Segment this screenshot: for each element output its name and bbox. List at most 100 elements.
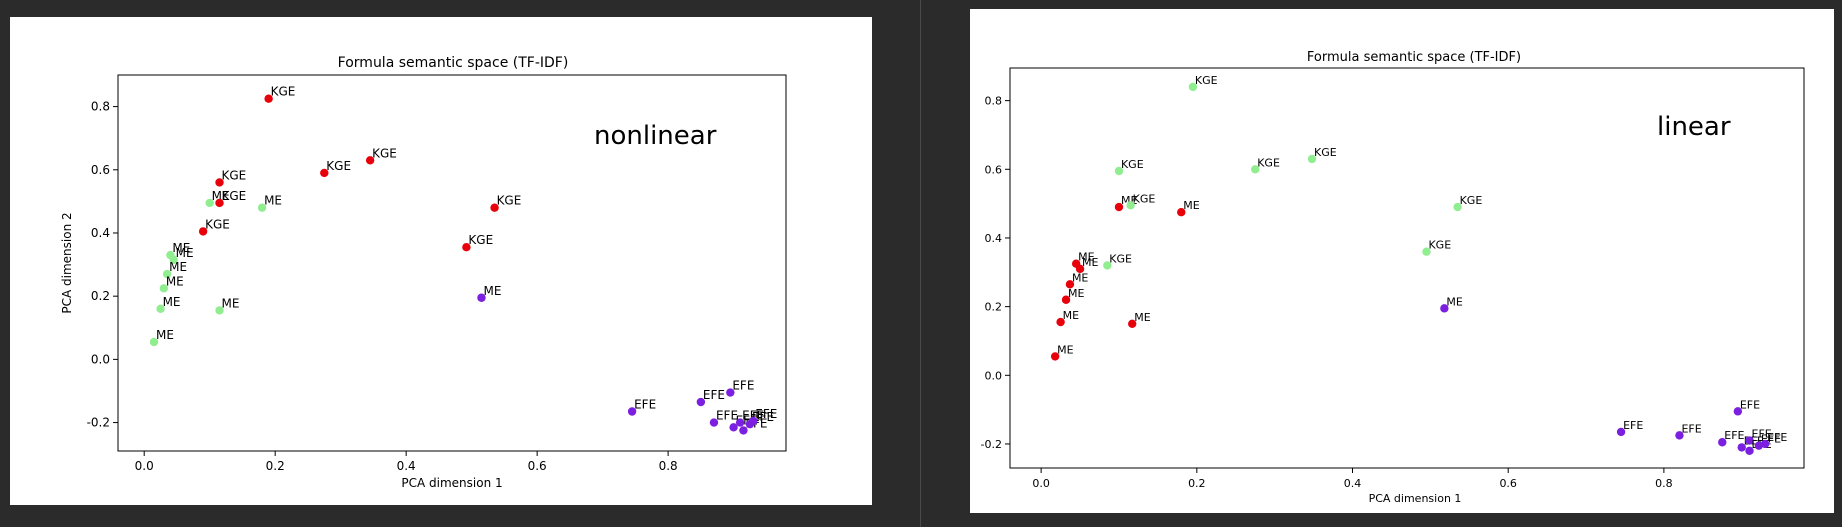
point-label: ME — [483, 284, 501, 298]
y-tick-label: 0.2 — [91, 289, 110, 303]
x-axis-label: PCA dimension 1 — [1369, 492, 1462, 505]
data-point — [1307, 154, 1317, 164]
data-point — [1126, 201, 1135, 210]
data-point — [1061, 295, 1071, 304]
left-chart-panel: Formula semantic space (TF-IDF) PCA dime… — [10, 17, 872, 505]
point-label: KGE — [1121, 158, 1144, 171]
point-label: EFE — [1681, 422, 1701, 435]
y-tick-label: 0.4 — [985, 232, 1003, 245]
point-label: KGE — [1428, 239, 1451, 252]
point-label: ME — [264, 194, 282, 208]
data-point — [1616, 427, 1626, 437]
y-tick-label: 0.8 — [985, 95, 1003, 108]
data-point — [205, 198, 214, 208]
point-label: EFE — [742, 409, 764, 423]
y-tick-label: 0.6 — [985, 163, 1003, 176]
scatter-chart-linear: Formula semantic space (TF-IDF) PCA dime… — [981, 50, 1805, 505]
point-label: EFE — [755, 407, 777, 421]
data-point — [1453, 202, 1462, 212]
data-point — [1103, 261, 1112, 270]
data-point — [696, 397, 706, 407]
point-label: EFE — [1740, 398, 1760, 411]
data-point — [169, 255, 178, 265]
y-axis-label: PCA dimension 2 — [60, 212, 74, 313]
chart-annotation: linear — [1657, 112, 1731, 142]
point-label: EFE — [752, 410, 774, 424]
data-point — [1440, 304, 1449, 313]
data-point — [1177, 208, 1186, 217]
y-tick-label: -0.2 — [981, 438, 1002, 451]
y-tick-label: 0.0 — [91, 352, 110, 366]
data-point — [365, 156, 375, 165]
data-point — [627, 407, 637, 416]
point-label: KGE — [1460, 194, 1483, 207]
data-point — [1718, 438, 1727, 447]
scatter-chart-nonlinear: Formula semantic space (TF-IDF) PCA dime… — [60, 55, 787, 490]
point-label: ME — [1078, 251, 1094, 264]
point-label: KGE — [205, 217, 230, 231]
y-tick-label: 0.0 — [985, 369, 1003, 382]
data-point — [1056, 317, 1065, 327]
x-tick-label: 0.2 — [266, 459, 285, 473]
panel-divider — [920, 0, 921, 527]
data-point — [1065, 280, 1075, 289]
x-tick-label: 0.0 — [135, 459, 154, 473]
data-point — [1733, 407, 1743, 416]
data-point — [1675, 431, 1684, 440]
data-point — [1128, 319, 1137, 328]
point-label: ME — [1134, 311, 1150, 324]
point-label: ME — [163, 295, 181, 309]
data-point — [1251, 165, 1260, 174]
y-tick-label: 0.8 — [91, 100, 110, 114]
point-label: ME — [212, 189, 230, 203]
x-tick-label: 0.4 — [1344, 477, 1362, 490]
data-point — [1188, 82, 1198, 92]
data-point — [490, 203, 499, 212]
point-label: ME — [166, 274, 184, 288]
point-label: KGE — [468, 233, 493, 247]
point-label: ME — [1057, 343, 1073, 356]
point-label: ME — [156, 328, 174, 342]
data-point — [462, 243, 471, 252]
x-tick-label: 0.4 — [397, 459, 416, 473]
point-label: EFE — [732, 379, 754, 393]
point-label: ME — [1068, 287, 1084, 300]
point-label: KGE — [372, 146, 397, 160]
data-point — [320, 168, 329, 178]
point-label: EFE — [1724, 429, 1744, 442]
data-point — [215, 198, 224, 208]
point-label: EFE — [703, 388, 725, 402]
right-chart-panel: Formula semantic space (TF-IDF) PCA dime… — [970, 9, 1834, 513]
data-point — [257, 203, 267, 212]
chart-title: Formula semantic space (TF-IDF) — [1307, 50, 1521, 65]
point-label: ME — [176, 246, 194, 260]
data-point — [729, 423, 738, 432]
data-point — [1075, 264, 1085, 274]
data-point — [1745, 446, 1754, 456]
point-label: KGE — [222, 189, 247, 203]
point-label: KGE — [222, 168, 247, 182]
data-point — [1114, 202, 1124, 212]
tick-group: 0.0 0.2 0.4 0.6 0.8 -0.2 0.0 0.2 0.4 0.6 0.8 — [981, 95, 1673, 490]
chart-title: Formula semantic space (TF-IDF) — [338, 55, 569, 71]
data-point — [1760, 439, 1770, 449]
point-label: ME — [169, 260, 187, 274]
data-point — [162, 269, 172, 279]
data-point — [215, 178, 224, 187]
data-point — [709, 418, 719, 427]
data-point — [264, 94, 273, 103]
point-label: KGE — [271, 85, 296, 99]
data-point — [735, 418, 745, 427]
point-label: KGE — [326, 159, 351, 173]
plot-frame — [1009, 67, 1805, 469]
data-point — [198, 227, 208, 236]
data-point — [477, 293, 486, 302]
y-tick-label: 0.6 — [91, 163, 110, 177]
point-label: KGE — [1133, 192, 1156, 205]
x-tick-label: 0.8 — [659, 459, 678, 473]
y-tick-label: 0.4 — [91, 226, 110, 240]
point-label: EFE — [1623, 419, 1643, 432]
data-point — [1737, 443, 1746, 452]
